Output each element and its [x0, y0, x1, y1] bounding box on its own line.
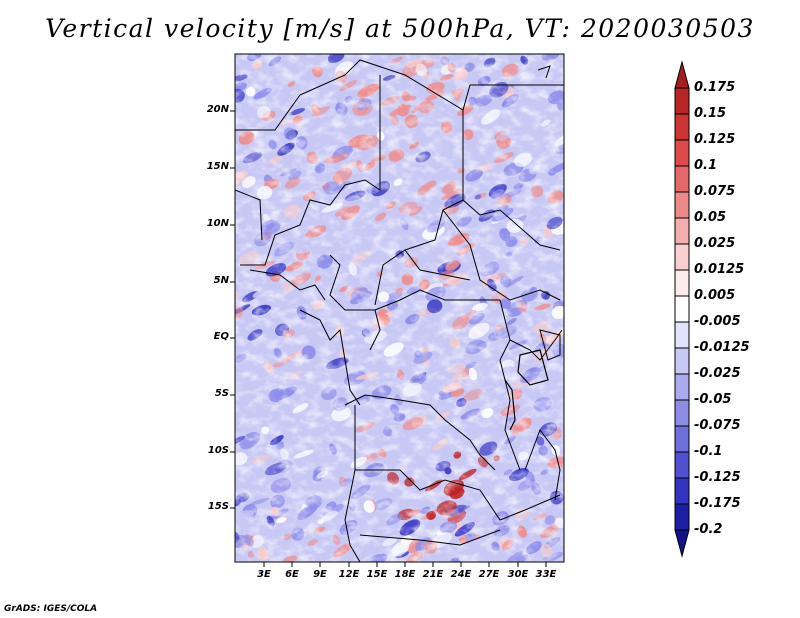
- colorbar-label: 0.05: [694, 210, 727, 225]
- colorbar-swatch: [674, 295, 690, 323]
- colorbar-swatch: [674, 243, 690, 271]
- lon-label-18e: 18E: [394, 569, 416, 580]
- lat-label-10n: 10N: [206, 218, 229, 229]
- lat-label-10s: 10S: [207, 445, 229, 456]
- chart-title: Vertical velocity [m/s] at 500hPa, VT: 2…: [45, 14, 755, 43]
- colorbar-label: -0.1: [694, 444, 723, 459]
- colorbar-swatch: [674, 191, 690, 219]
- colorbar-swatch: [674, 373, 690, 401]
- colorbar-label: 0.075: [694, 184, 736, 199]
- colorbar-swatch: [674, 347, 690, 375]
- colorbar-label: -0.05: [694, 392, 732, 407]
- colorbar-max-arrow: [674, 60, 690, 89]
- lon-label-30e: 30E: [507, 569, 529, 580]
- lon-label-3e: 3E: [257, 569, 271, 580]
- lat-label-5s: 5S: [214, 388, 229, 399]
- colorbar-swatch: [674, 165, 690, 193]
- lon-label-9e: 9E: [313, 569, 327, 580]
- colorbar-swatch: [674, 113, 690, 141]
- colorbar-label: 0.1: [694, 158, 718, 173]
- axis-ticks: [230, 110, 547, 567]
- lat-label-eq: EQ: [213, 331, 229, 342]
- colorbar-swatch: [674, 503, 690, 531]
- colorbar-label: -0.075: [694, 418, 741, 433]
- colorbar-swatch: [674, 87, 690, 115]
- colorbar-swatch: [674, 139, 690, 167]
- lat-label-5n: 5N: [213, 275, 229, 286]
- colorbar-label: 0.005: [694, 288, 736, 303]
- colorbar-min-arrow: [674, 529, 690, 558]
- colorbar-swatch: [674, 217, 690, 245]
- colorbar-swatch: [674, 321, 690, 349]
- lon-label-33e: 33E: [535, 569, 557, 580]
- colorbar-label: 0.125: [694, 132, 736, 147]
- colorbar-label: 0.0125: [694, 262, 745, 277]
- country-borders: [235, 54, 564, 562]
- colorbar-label: 0.15: [694, 106, 727, 121]
- colorbar: [674, 60, 690, 558]
- velocity-field: [235, 54, 564, 562]
- lat-label-20n: 20N: [206, 104, 229, 115]
- lon-label-27e: 27E: [478, 569, 500, 580]
- lon-label-24e: 24E: [450, 569, 472, 580]
- lon-label-15e: 15E: [366, 569, 388, 580]
- colorbar-label: -0.0125: [694, 340, 750, 355]
- colorbar-label: -0.025: [694, 366, 741, 381]
- lat-label-15s: 15S: [207, 501, 229, 512]
- colorbar-swatch: [674, 425, 690, 453]
- lon-label-6e: 6E: [285, 569, 299, 580]
- colorbar-label: -0.125: [694, 470, 741, 485]
- lon-label-21e: 21E: [422, 569, 444, 580]
- colorbar-label: -0.175: [694, 496, 741, 511]
- colorbar-label: 0.025: [694, 236, 736, 251]
- colorbar-swatch: [674, 399, 690, 427]
- colorbar-label: -0.2: [694, 522, 723, 537]
- lon-label-12e: 12E: [338, 569, 360, 580]
- colorbar-label: 0.175: [694, 80, 736, 95]
- map-frame: [234, 53, 565, 563]
- colorbar-swatch: [674, 477, 690, 505]
- lat-label-15n: 15N: [206, 161, 229, 172]
- colorbar-swatch: [674, 451, 690, 479]
- grads-credit: GrADS: IGES/COLA: [4, 604, 98, 614]
- colorbar-swatch: [674, 269, 690, 297]
- colorbar-label: -0.005: [694, 314, 741, 329]
